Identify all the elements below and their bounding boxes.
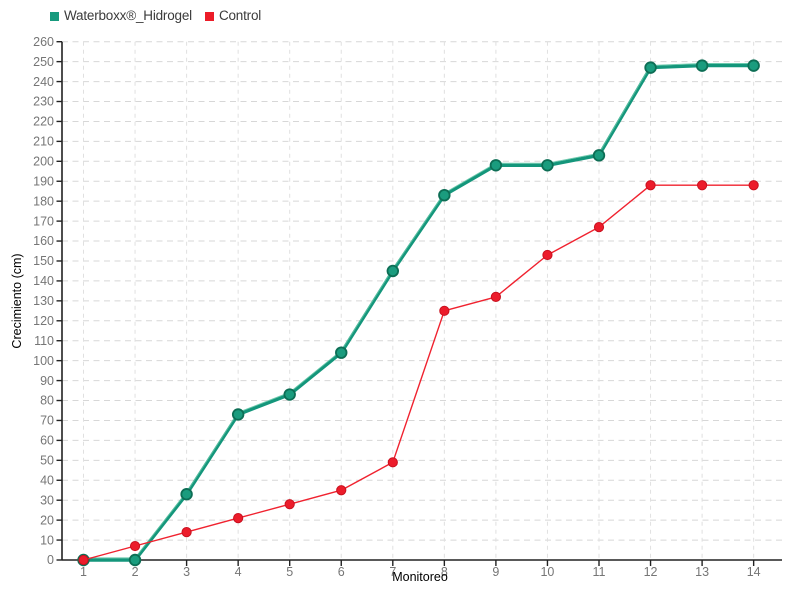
data-point-control (181, 526, 192, 538)
x-tick-label: 11 (593, 565, 606, 579)
tick-labels: 0102030405060708090100110120130140150160… (33, 35, 761, 579)
data-point-control (645, 180, 656, 191)
data-point-waterboxx (695, 59, 709, 72)
y-tick-label: 170 (33, 214, 54, 228)
data-point-control (129, 540, 141, 552)
series-layer (77, 59, 760, 567)
y-tick-label: 120 (33, 314, 54, 328)
x-tick-label: 13 (695, 565, 709, 579)
y-tick-label: 90 (40, 374, 54, 388)
y-tick-label: 200 (33, 155, 54, 169)
data-point-waterboxx (386, 264, 400, 278)
legend: Waterboxx®_Hidrogel Control (50, 8, 261, 23)
control-swatch-icon (204, 11, 214, 21)
legend-item-waterboxx-hidrogel: Waterboxx®_Hidrogel (50, 8, 192, 23)
x-tick-label: 3 (183, 565, 190, 579)
data-point-waterboxx (592, 149, 606, 162)
y-tick-label: 40 (40, 473, 54, 487)
data-point-control (387, 457, 398, 468)
series-line-echo (83, 63, 754, 559)
data-point-waterboxx (180, 488, 193, 501)
x-tick-label: 6 (338, 565, 345, 579)
y-tick-label: 60 (40, 434, 54, 448)
x-tick-label: 4 (235, 565, 242, 579)
y-tick-label: 210 (33, 135, 54, 149)
x-tick-label: 7 (389, 565, 396, 579)
data-point-control (284, 499, 295, 510)
y-tick-label: 130 (33, 294, 54, 308)
y-tick-label: 50 (40, 454, 54, 468)
data-point-control (748, 180, 759, 191)
x-tick-label: 1 (80, 565, 87, 579)
data-point-control (439, 305, 450, 316)
data-point-waterboxx (438, 188, 451, 202)
data-point-waterboxx (335, 346, 348, 359)
y-tick-label: 260 (33, 35, 54, 49)
waterboxx-hidrogel-swatch-icon (50, 11, 59, 21)
data-point-control (542, 249, 553, 261)
data-point-waterboxx (644, 61, 657, 74)
x-tick-label: 8 (441, 565, 448, 579)
y-tick-label: 150 (33, 254, 54, 268)
data-point-control (336, 485, 347, 496)
gridlines (62, 41, 782, 560)
data-point-waterboxx (747, 59, 760, 72)
series-line-control (82, 184, 755, 561)
x-tick-label: 2 (132, 565, 139, 579)
legend-label-waterboxx-hidrogel: Waterboxx®_Hidrogel (64, 8, 192, 23)
x-axis-label: Monitoreo (392, 570, 448, 584)
series-line-waterboxx (81, 63, 756, 562)
y-tick-label: 180 (33, 194, 54, 208)
y-tick-label: 30 (40, 493, 54, 507)
x-tick-label: 5 (286, 565, 293, 579)
x-tick-label: 10 (540, 565, 554, 579)
y-tick-label: 100 (33, 354, 54, 368)
data-point-control (593, 221, 605, 233)
y-tick-label: 250 (33, 55, 54, 69)
data-point-control (78, 554, 89, 566)
data-point-waterboxx (489, 159, 503, 172)
y-tick-label: 80 (40, 394, 54, 408)
y-tick-label: 70 (40, 414, 54, 428)
data-point-control (697, 180, 708, 191)
y-axis-label: Crecimiento (cm) (10, 253, 24, 348)
data-point-waterboxx (231, 408, 245, 421)
x-tick-label: 12 (644, 565, 658, 579)
data-point-control (490, 291, 501, 302)
y-tick-label: 190 (33, 174, 54, 188)
y-tick-label: 20 (40, 513, 54, 527)
data-point-waterboxx (541, 159, 554, 172)
y-tick-label: 230 (33, 95, 54, 109)
y-tick-label: 240 (33, 75, 54, 89)
axes (56, 41, 782, 566)
y-tick-label: 160 (33, 234, 54, 248)
data-point-control (233, 513, 244, 524)
x-tick-label: 9 (492, 565, 499, 579)
y-tick-label: 0 (47, 553, 54, 567)
data-point-waterboxx (283, 388, 296, 401)
x-tick-label: 14 (747, 565, 761, 579)
y-tick-label: 10 (40, 533, 54, 547)
y-tick-label: 140 (33, 274, 54, 288)
y-tick-label: 110 (34, 334, 54, 348)
data-point-waterboxx (128, 553, 142, 567)
y-tick-label: 220 (33, 115, 54, 129)
legend-label-control: Control (218, 8, 262, 23)
legend-item-control: Control (204, 8, 262, 23)
